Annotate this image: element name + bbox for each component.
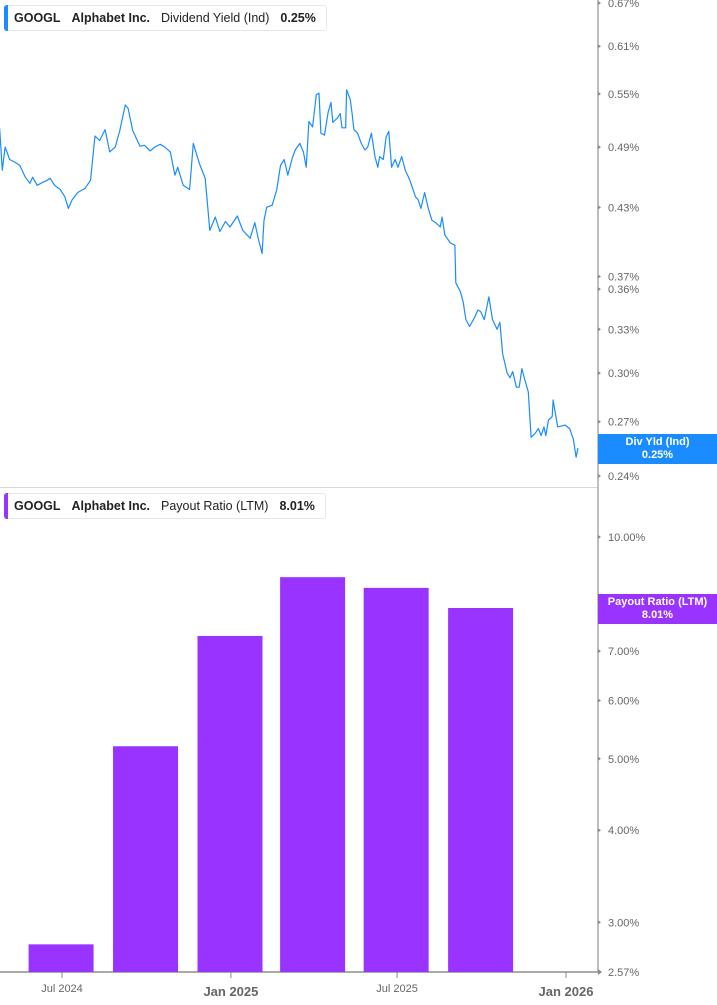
current-payout-tag: Payout Ratio (LTM) 8.01% <box>598 594 717 624</box>
y-tick-label: 10.00% <box>608 532 646 544</box>
y-tick-label: 0.43% <box>608 202 639 214</box>
y-tick-label: 5.00% <box>608 754 639 766</box>
y-tick-mark <box>598 649 601 654</box>
payout-bar <box>197 635 263 972</box>
current-yield-tag: Div Yld (Ind) 0.25% <box>598 434 717 464</box>
y-tick-label: 0.30% <box>608 368 639 380</box>
legend-metric: Dividend Yield (Ind) <box>161 11 270 25</box>
y-tick-label: 0.27% <box>608 417 639 429</box>
tag-label: Payout Ratio (LTM) <box>607 596 708 608</box>
legend-ticker: GOOGL <box>14 499 61 513</box>
y-tick-mark <box>598 419 601 424</box>
legend-value: 0.25% <box>280 11 316 25</box>
y-tick-mark <box>598 698 601 703</box>
tag-label: Div Yld (Ind) <box>625 436 690 448</box>
legend-company: Alphabet Inc. <box>71 499 151 513</box>
payout-bar <box>448 608 514 972</box>
y-tick-label: 0.55% <box>608 89 639 101</box>
y-tick-label: 2.57% <box>608 967 639 979</box>
y-tick-label: 0.33% <box>608 324 639 336</box>
top-legend[interactable]: GOOGL Alphabet Inc. Dividend Yield (Ind)… <box>4 5 327 31</box>
legend-ticker: GOOGL <box>14 11 61 25</box>
bottom-legend[interactable]: GOOGL Alphabet Inc. Payout Ratio (LTM) 8… <box>4 493 326 519</box>
y-tick-label: 0.37% <box>608 272 639 284</box>
y-tick-mark <box>598 205 601 210</box>
y-tick-mark <box>598 145 601 150</box>
legend-value: 8.01% <box>279 499 315 513</box>
payout-bar <box>363 587 429 972</box>
payout-bar <box>28 944 94 972</box>
y-tick-label: 0.36% <box>608 284 639 296</box>
y-tick-mark <box>598 473 601 478</box>
y-tick-mark <box>598 920 601 925</box>
y-tick-label: 0.24% <box>608 471 639 483</box>
y-tick-label: 0.67% <box>608 0 639 10</box>
y-tick-label: 7.00% <box>608 646 639 658</box>
y-tick-mark <box>598 828 601 833</box>
legend-company: Alphabet Inc. <box>71 11 151 25</box>
axis-arrow-icon <box>598 969 602 975</box>
y-tick-label: 0.61% <box>608 41 639 53</box>
y-tick-mark <box>598 327 601 332</box>
y-tick-mark <box>598 756 601 761</box>
y-tick-label: 6.00% <box>608 695 639 707</box>
tag-value: 8.01% <box>641 609 674 621</box>
dividend-yield-line <box>0 89 579 458</box>
y-tick-mark <box>598 44 601 49</box>
y-tick-mark <box>598 91 601 96</box>
y-tick-label: 4.00% <box>608 825 639 837</box>
x-tick-label: Jan 2026 <box>539 984 594 999</box>
x-tick-label: Jan 2025 <box>203 984 258 999</box>
y-tick-mark <box>598 274 601 279</box>
y-tick-mark <box>598 1 601 5</box>
y-tick-mark <box>598 371 601 376</box>
x-tick-label: Jul 2024 <box>41 983 83 995</box>
y-tick-label: 0.49% <box>608 142 639 154</box>
tag-value: 0.25% <box>641 449 674 461</box>
y-tick-mark <box>598 287 601 292</box>
series-color-marker <box>4 5 8 31</box>
x-tick-label: Jul 2025 <box>376 983 418 995</box>
payout-bar <box>113 746 179 972</box>
payout-bar <box>280 577 346 972</box>
y-tick-label: 3.00% <box>608 917 639 929</box>
legend-metric: Payout Ratio (LTM) <box>161 499 269 513</box>
y-tick-mark <box>598 535 601 539</box>
series-color-marker <box>4 493 8 519</box>
